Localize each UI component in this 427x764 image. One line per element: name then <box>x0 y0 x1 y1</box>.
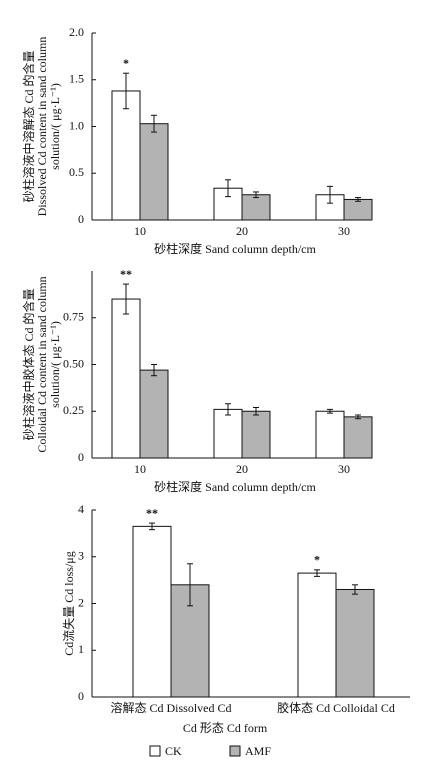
legend-label: AMF <box>245 744 271 758</box>
bar <box>111 298 141 459</box>
x-tick-label: 10 <box>134 224 146 238</box>
bar <box>343 416 373 459</box>
error-bar <box>253 191 259 199</box>
x-tick-label: 胶体态 Cd Colloidal Cd <box>277 700 395 715</box>
x-axis-label: 砂柱深度 Sand column depth/cm <box>154 479 316 494</box>
significance-label: ** <box>120 267 132 281</box>
x-axis-label: 砂柱深度 Sand column depth/cm <box>154 241 316 256</box>
y-tick-label: 2 <box>78 595 84 609</box>
x-tick-label: 10 <box>134 462 146 476</box>
y-tick-label: 0.25 <box>63 403 84 417</box>
x-axis-label: Cd 形态 Cd form <box>183 721 268 735</box>
bar <box>132 525 172 698</box>
error-bar <box>314 569 320 577</box>
error-bar <box>253 407 259 416</box>
x-tick-label: 20 <box>236 224 248 238</box>
y-tick-label: 0 <box>78 689 84 703</box>
y-tick-label: 0.5 <box>69 165 84 179</box>
bar <box>139 123 169 221</box>
y-tick-label: 1.5 <box>69 72 84 86</box>
error-bar <box>225 403 231 416</box>
significance-label: ** <box>146 506 158 520</box>
error-bar <box>327 185 333 204</box>
x-tick-label: 30 <box>338 224 350 238</box>
bar <box>315 410 345 459</box>
error-bar <box>149 522 155 531</box>
significance-label: * <box>123 56 129 70</box>
y-tick-label: 2.0 <box>69 25 84 39</box>
error-bar <box>225 179 231 198</box>
y-tick-label: 0.75 <box>63 310 84 324</box>
x-tick-label: 30 <box>338 462 350 476</box>
bar <box>241 410 271 459</box>
error-bar <box>355 197 361 202</box>
error-bar <box>123 72 129 110</box>
y-axis-label: 砂柱溶液中胶体态 Cd 的含量 <box>21 288 36 440</box>
bar <box>111 90 141 221</box>
bar <box>335 588 375 698</box>
y-axis-label: solution/( μg·L⁻¹) <box>48 83 62 170</box>
significance-label: * <box>314 553 320 567</box>
error-bar <box>352 584 358 595</box>
error-bar <box>187 563 193 607</box>
bar <box>297 572 337 698</box>
x-tick-label: 溶解态 Cd Dissolved Cd <box>110 700 231 715</box>
x-tick-label: 20 <box>236 462 248 476</box>
error-bar <box>123 283 129 315</box>
y-axis-label: Cd流失量 Cd loss/μg <box>61 551 76 655</box>
y-tick-label: 4 <box>78 502 84 516</box>
bar <box>213 408 243 459</box>
y-axis-label: 砂柱溶液中溶解态 Cd 的含量 <box>21 50 36 202</box>
error-bar <box>151 364 157 377</box>
y-tick-label: 3 <box>78 549 84 563</box>
legend-label: CK <box>165 744 182 758</box>
y-axis-label: Dissolved Cd content in sand column <box>35 37 49 217</box>
y-tick-label: 1.0 <box>69 118 84 132</box>
y-tick-label: 0 <box>78 212 84 226</box>
error-bar <box>151 114 157 133</box>
y-axis-label: solution/( μg·L⁻¹) <box>48 321 62 408</box>
y-tick-label: 0.50 <box>63 356 84 370</box>
legend-swatch <box>149 745 161 757</box>
legend-swatch <box>229 745 241 757</box>
bar <box>343 198 373 221</box>
error-bar <box>327 408 333 414</box>
bar <box>139 369 169 459</box>
y-tick-label: 1 <box>78 642 84 656</box>
error-bar <box>355 414 361 420</box>
y-axis-label: Colloidal Cd content in sand column <box>35 276 49 452</box>
y-tick-label: 0 <box>78 450 84 464</box>
bar <box>241 194 271 221</box>
